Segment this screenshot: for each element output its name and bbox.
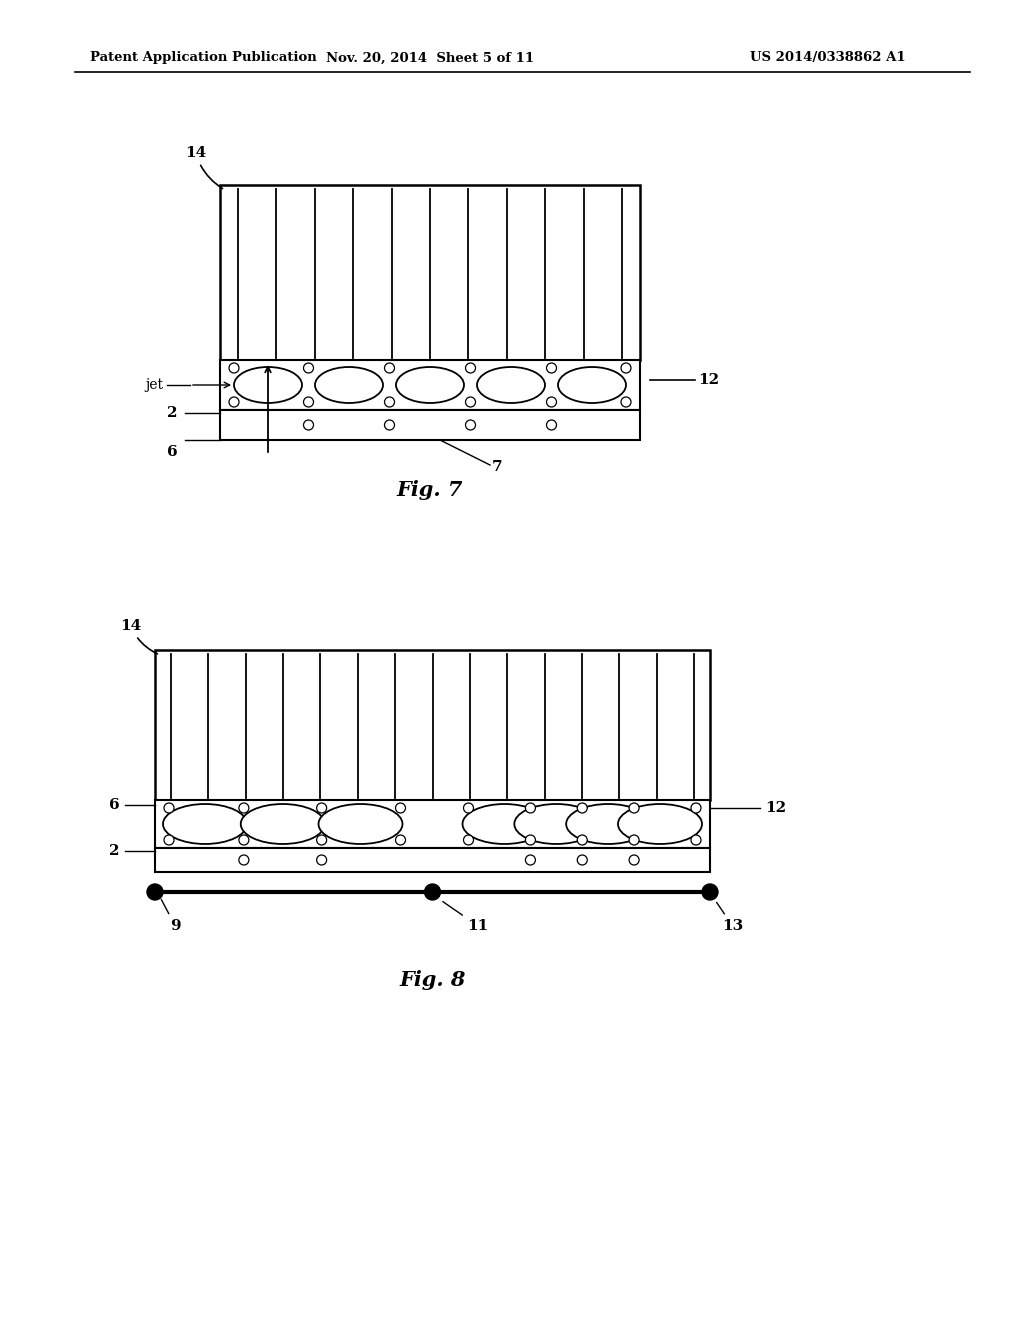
Ellipse shape	[514, 804, 598, 843]
Circle shape	[629, 803, 639, 813]
Text: Fig. 8: Fig. 8	[399, 970, 466, 990]
Circle shape	[525, 803, 536, 813]
Circle shape	[466, 397, 475, 407]
Circle shape	[525, 855, 536, 865]
Circle shape	[691, 803, 701, 813]
Circle shape	[464, 803, 473, 813]
Circle shape	[239, 836, 249, 845]
Circle shape	[384, 397, 394, 407]
Circle shape	[164, 803, 174, 813]
Circle shape	[316, 855, 327, 865]
Text: 9: 9	[162, 899, 180, 933]
Ellipse shape	[558, 367, 626, 403]
Circle shape	[229, 397, 239, 407]
Ellipse shape	[396, 367, 464, 403]
Circle shape	[629, 836, 639, 845]
Circle shape	[316, 803, 327, 813]
Text: 2: 2	[168, 407, 178, 420]
Circle shape	[578, 855, 587, 865]
Circle shape	[578, 836, 587, 845]
Text: Patent Application Publication: Patent Application Publication	[90, 51, 316, 65]
Bar	[155, 800, 710, 847]
Text: 14: 14	[185, 147, 222, 189]
Circle shape	[395, 803, 406, 813]
Circle shape	[464, 836, 473, 845]
Circle shape	[303, 420, 313, 430]
Circle shape	[384, 420, 394, 430]
Circle shape	[578, 803, 587, 813]
Circle shape	[547, 397, 556, 407]
Text: 6: 6	[167, 445, 178, 459]
Bar	[155, 847, 710, 873]
Circle shape	[239, 855, 249, 865]
Text: US 2014/0338862 A1: US 2014/0338862 A1	[750, 51, 905, 65]
Circle shape	[147, 884, 163, 900]
Circle shape	[229, 363, 239, 374]
Ellipse shape	[234, 367, 302, 403]
Text: 7: 7	[492, 459, 503, 474]
Circle shape	[547, 420, 556, 430]
Circle shape	[395, 836, 406, 845]
Circle shape	[629, 855, 639, 865]
Circle shape	[303, 397, 313, 407]
Circle shape	[466, 420, 475, 430]
Text: Nov. 20, 2014  Sheet 5 of 11: Nov. 20, 2014 Sheet 5 of 11	[326, 51, 535, 65]
Ellipse shape	[318, 804, 402, 843]
Bar	[220, 185, 640, 360]
Ellipse shape	[241, 804, 325, 843]
Ellipse shape	[566, 804, 650, 843]
Text: 11: 11	[442, 902, 488, 933]
Text: jet: jet	[145, 378, 163, 392]
Text: 2: 2	[110, 843, 120, 858]
Text: 14: 14	[120, 619, 158, 653]
Circle shape	[316, 836, 327, 845]
Circle shape	[702, 884, 718, 900]
Text: 12: 12	[765, 801, 786, 814]
Bar	[220, 360, 640, 411]
Ellipse shape	[163, 804, 247, 843]
Circle shape	[621, 397, 631, 407]
Text: 12: 12	[698, 374, 719, 387]
Circle shape	[621, 363, 631, 374]
Circle shape	[525, 836, 536, 845]
Circle shape	[547, 363, 556, 374]
Circle shape	[466, 363, 475, 374]
Ellipse shape	[315, 367, 383, 403]
Circle shape	[384, 363, 394, 374]
Bar	[220, 411, 640, 440]
Ellipse shape	[618, 804, 702, 843]
Text: Fig. 7: Fig. 7	[397, 480, 463, 500]
Circle shape	[239, 803, 249, 813]
Circle shape	[425, 884, 440, 900]
Circle shape	[164, 836, 174, 845]
Text: 6: 6	[110, 799, 120, 812]
Ellipse shape	[477, 367, 545, 403]
Circle shape	[303, 363, 313, 374]
Text: 13: 13	[717, 903, 743, 933]
Bar	[155, 649, 710, 800]
Ellipse shape	[463, 804, 547, 843]
Circle shape	[691, 836, 701, 845]
